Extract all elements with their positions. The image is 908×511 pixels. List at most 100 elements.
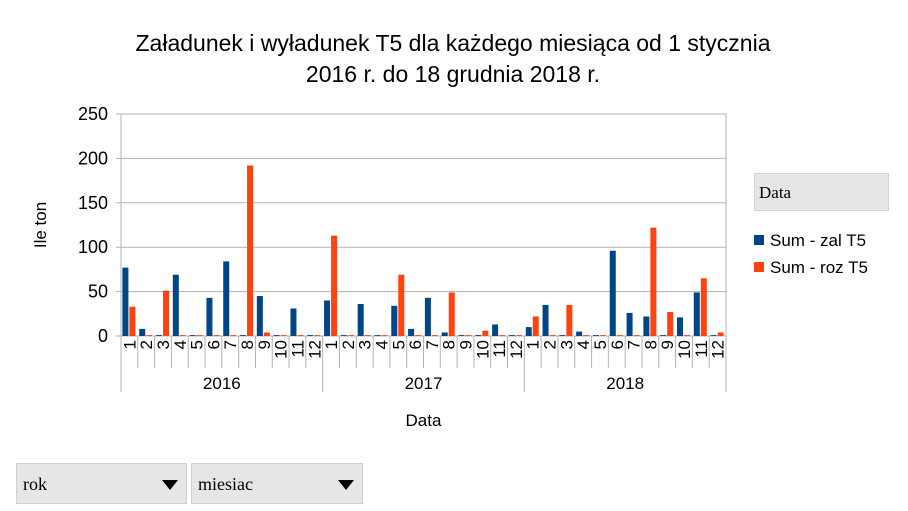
bar-roz [196,335,203,336]
bar-roz [129,306,136,336]
bar-roz [314,335,321,336]
month-label: 9 [457,340,476,349]
bar-zal [206,297,213,336]
month-label: 8 [238,340,257,349]
bar-roz [650,227,657,336]
legend-item-zal: Sum - zal T5 [754,231,866,251]
bar-zal [324,300,331,336]
bar-roz [230,335,237,336]
bar-roz [583,335,590,336]
month-label: 2 [339,340,358,349]
chart-title: Załadunek i wyładunek T5 dla każdego mie… [60,28,846,90]
bar-zal [475,335,482,336]
legend-swatch-zal [754,235,764,245]
bar-zal [643,316,650,336]
bar-zal [609,250,616,336]
bar-roz [717,332,724,336]
bar-roz [431,335,438,336]
bar-zal [256,296,263,336]
bar-zal [340,335,347,336]
month-label: 5 [188,340,207,349]
legend-label-roz: Sum - roz T5 [770,258,868,277]
bar-roz [280,335,287,336]
bar-zal [559,335,566,336]
month-label: 7 [423,340,442,349]
bar-zal [273,335,280,336]
year-filter-label: rok [23,474,47,494]
y-tick-label: 100 [78,237,108,257]
month-filter-label: miesiac [198,474,253,494]
bar-roz [566,304,573,336]
month-label: 1 [322,340,341,349]
bar-zal [374,335,381,336]
bar-roz [163,290,170,336]
bar-zal [441,332,448,336]
month-label: 5 [389,340,408,349]
month-label: 7 [221,340,240,349]
y-tick-label: 50 [88,282,108,302]
year-filter-dropdown[interactable]: rok [16,463,187,504]
y-tick-label: 250 [78,104,108,124]
bar-zal [660,335,667,336]
month-label: 12 [709,340,728,359]
bar-roz [499,335,506,336]
bar-zal [626,312,633,336]
month-filter-dropdown[interactable]: miesiac [191,463,363,504]
y-tick-label: 0 [98,326,108,346]
month-label: 2 [541,340,560,349]
bar-zal [592,335,599,336]
month-label: 10 [675,340,694,359]
bar-zal [710,335,717,336]
bar-zal [525,327,532,336]
month-label: 4 [171,340,190,349]
bar-zal [458,335,465,336]
month-label: 12 [507,340,526,359]
bar-zal [424,297,431,336]
month-label: 11 [288,340,307,358]
bar-zal [357,304,364,336]
month-label: 10 [473,340,492,359]
month-label: 7 [625,340,644,349]
legend-title: Data [754,173,889,211]
month-label: 6 [204,340,223,349]
bar-roz [599,335,606,336]
legend-swatch-roz [754,262,764,272]
month-label: 2 [137,340,156,349]
bar-roz [448,292,455,336]
year-label: 2018 [606,374,644,393]
legend-label-zal: Sum - zal T5 [770,231,867,250]
x-axis-label: Data [406,411,442,430]
bar-zal [391,305,398,336]
bar-zal [172,274,179,336]
bar-roz [482,330,489,336]
month-label: 1 [120,340,139,349]
bar-zal [408,328,415,336]
bar-roz [683,335,690,336]
bar-roz [297,335,304,336]
month-label: 9 [255,340,274,349]
month-label: 9 [658,340,677,349]
bar-roz [146,335,153,336]
bar-zal [693,292,700,336]
month-label: 4 [372,340,391,349]
bar-zal [307,335,314,336]
bar-zal [492,324,499,336]
month-label: 6 [608,340,627,349]
bar-roz [364,335,371,336]
chart-title-line-1: Załadunek i wyładunek T5 dla każdego mie… [135,30,771,56]
triangle-down-icon [338,480,354,490]
bar-roz [633,335,640,336]
bar-roz [263,332,270,336]
bar-roz [549,335,556,336]
bar-zal [223,261,230,336]
year-label: 2016 [203,374,241,393]
month-label: 5 [591,340,610,349]
bar-zal [676,317,683,336]
legend-title-text: Data [759,183,792,202]
bar-zal [542,304,549,336]
month-label: 4 [574,340,593,349]
bar-roz [213,335,220,336]
month-label: 11 [490,340,509,358]
bar-zal [240,335,247,336]
